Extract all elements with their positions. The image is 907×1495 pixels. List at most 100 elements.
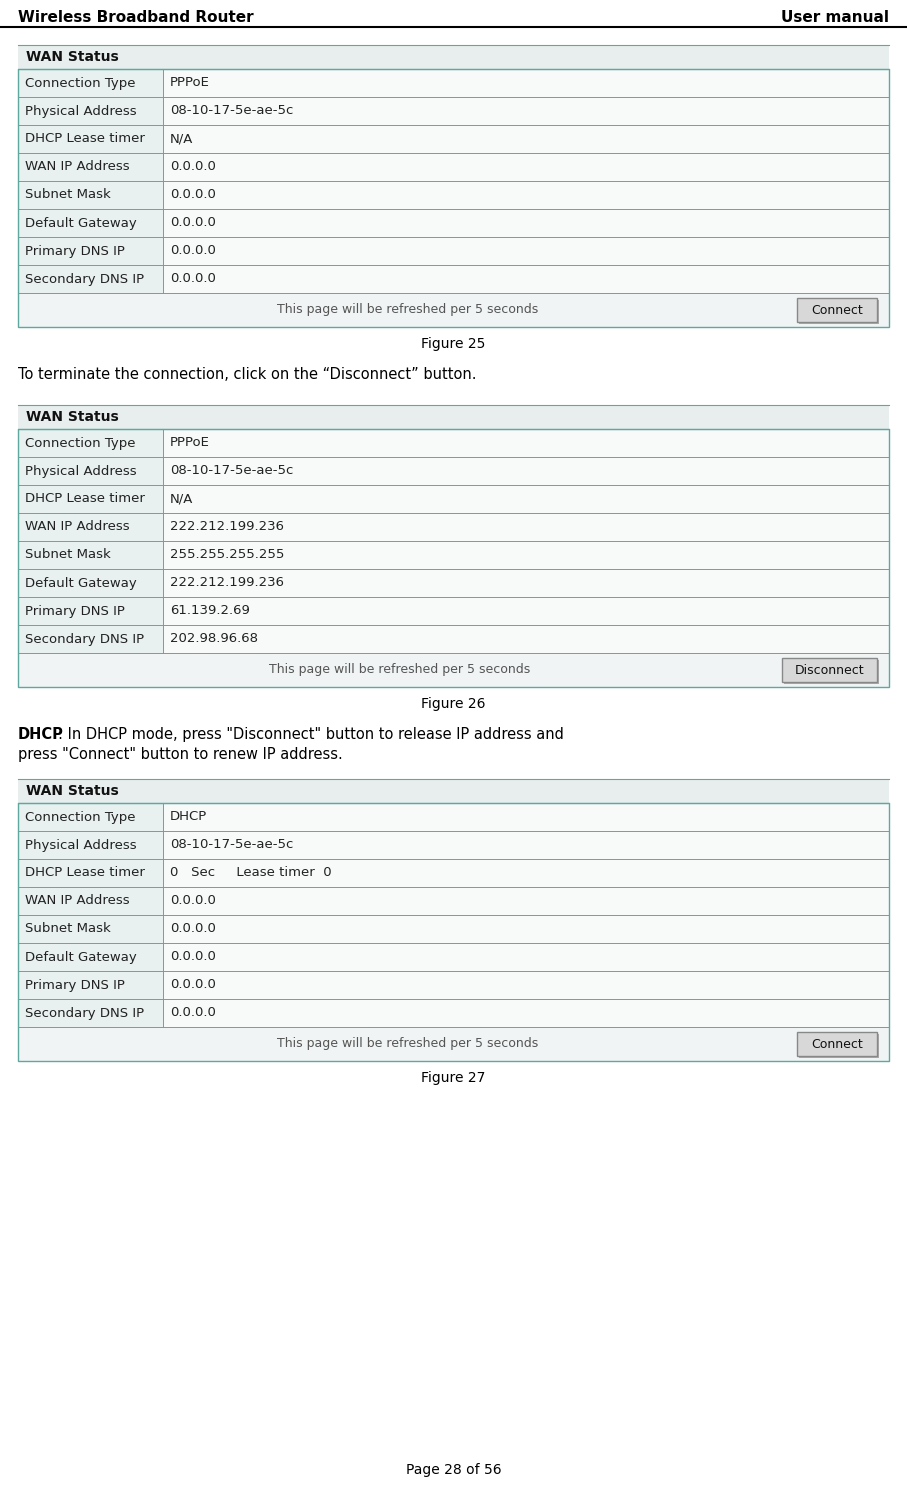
Text: 202.98.96.68: 202.98.96.68: [170, 632, 258, 646]
Bar: [163, 597, 889, 625]
Bar: [18, 653, 889, 688]
Bar: [163, 570, 889, 597]
Text: Disconnect: Disconnect: [795, 664, 864, 677]
Bar: [18, 238, 163, 265]
Text: Connect: Connect: [811, 303, 863, 317]
Text: 255.255.255.255: 255.255.255.255: [170, 549, 285, 562]
Text: WAN Status: WAN Status: [26, 783, 119, 798]
Text: Connection Type: Connection Type: [25, 76, 135, 90]
Bar: [163, 457, 889, 484]
Text: Subnet Mask: Subnet Mask: [25, 922, 111, 936]
Text: 0.0.0.0: 0.0.0.0: [170, 979, 216, 991]
Bar: [163, 69, 889, 97]
Text: Physical Address: Physical Address: [25, 839, 137, 852]
Text: 222.212.199.236: 222.212.199.236: [170, 577, 284, 589]
Bar: [18, 943, 163, 970]
Bar: [163, 126, 889, 152]
Text: WAN IP Address: WAN IP Address: [25, 520, 130, 534]
Text: 0.0.0.0: 0.0.0.0: [170, 245, 216, 257]
Bar: [163, 887, 889, 915]
Bar: [18, 831, 163, 860]
Text: Subnet Mask: Subnet Mask: [25, 549, 111, 562]
Bar: [163, 152, 889, 181]
Text: WAN IP Address: WAN IP Address: [25, 894, 130, 907]
Bar: [18, 541, 163, 570]
Text: Connection Type: Connection Type: [25, 810, 135, 824]
Bar: [163, 429, 889, 457]
Text: Subnet Mask: Subnet Mask: [25, 188, 111, 202]
Text: Default Gateway: Default Gateway: [25, 577, 137, 589]
Bar: [18, 803, 163, 831]
Text: Figure 27: Figure 27: [422, 1070, 485, 1085]
Bar: [163, 541, 889, 570]
Bar: [163, 860, 889, 887]
Bar: [163, 209, 889, 238]
Text: Primary DNS IP: Primary DNS IP: [25, 979, 125, 991]
Bar: [163, 999, 889, 1027]
Bar: [18, 69, 163, 97]
Text: press "Connect" button to renew IP address.: press "Connect" button to renew IP addre…: [18, 748, 343, 762]
Bar: [18, 45, 889, 69]
Bar: [18, 405, 889, 429]
Bar: [163, 625, 889, 653]
Text: PPPoE: PPPoE: [170, 437, 210, 450]
Text: This page will be refreshed per 5 seconds: This page will be refreshed per 5 second…: [277, 303, 538, 317]
Text: 61.139.2.69: 61.139.2.69: [170, 604, 249, 617]
Bar: [18, 570, 163, 597]
Bar: [18, 429, 889, 688]
Text: Primary DNS IP: Primary DNS IP: [25, 245, 125, 257]
Text: PPPoE: PPPoE: [170, 76, 210, 90]
Text: To terminate the connection, click on the “Disconnect” button.: To terminate the connection, click on th…: [18, 366, 476, 383]
Text: 0.0.0.0: 0.0.0.0: [170, 922, 216, 936]
Text: DHCP: DHCP: [18, 727, 63, 742]
Text: This page will be refreshed per 5 seconds: This page will be refreshed per 5 second…: [269, 664, 531, 677]
Text: WAN Status: WAN Status: [26, 410, 119, 425]
Text: Secondary DNS IP: Secondary DNS IP: [25, 272, 144, 286]
Text: 0.0.0.0: 0.0.0.0: [170, 188, 216, 202]
Bar: [18, 97, 163, 126]
Bar: [18, 970, 163, 999]
Text: 08-10-17-5e-ae-5c: 08-10-17-5e-ae-5c: [170, 105, 293, 118]
Bar: [18, 597, 163, 625]
Text: 0.0.0.0: 0.0.0.0: [170, 160, 216, 173]
Bar: [163, 831, 889, 860]
Text: Connection Type: Connection Type: [25, 437, 135, 450]
Bar: [18, 1027, 889, 1061]
Text: Secondary DNS IP: Secondary DNS IP: [25, 1006, 144, 1020]
Text: 0.0.0.0: 0.0.0.0: [170, 951, 216, 963]
Text: Figure 25: Figure 25: [422, 336, 485, 351]
Bar: [163, 265, 889, 293]
Text: Default Gateway: Default Gateway: [25, 217, 137, 230]
Bar: [782, 658, 877, 682]
Text: Page 28 of 56: Page 28 of 56: [405, 1464, 502, 1477]
Bar: [799, 300, 879, 324]
Text: This page will be refreshed per 5 seconds: This page will be refreshed per 5 second…: [277, 1038, 538, 1051]
Bar: [163, 943, 889, 970]
Text: Default Gateway: Default Gateway: [25, 951, 137, 963]
Text: N/A: N/A: [170, 133, 193, 145]
Bar: [18, 887, 163, 915]
Text: Primary DNS IP: Primary DNS IP: [25, 604, 125, 617]
Text: 0.0.0.0: 0.0.0.0: [170, 217, 216, 230]
Bar: [18, 209, 163, 238]
Bar: [163, 484, 889, 513]
Text: 0   Sec     Lease timer  0: 0 Sec Lease timer 0: [170, 867, 332, 879]
Bar: [797, 1032, 877, 1055]
Bar: [18, 779, 889, 803]
Text: Physical Address: Physical Address: [25, 465, 137, 477]
Text: Secondary DNS IP: Secondary DNS IP: [25, 632, 144, 646]
Text: 222.212.199.236: 222.212.199.236: [170, 520, 284, 534]
Text: Connect: Connect: [811, 1038, 863, 1051]
Text: 08-10-17-5e-ae-5c: 08-10-17-5e-ae-5c: [170, 839, 293, 852]
Text: 0.0.0.0: 0.0.0.0: [170, 272, 216, 286]
Bar: [18, 69, 889, 327]
Text: DHCP Lease timer: DHCP Lease timer: [25, 492, 145, 505]
Text: N/A: N/A: [170, 492, 193, 505]
Bar: [163, 803, 889, 831]
Bar: [18, 915, 163, 943]
Bar: [18, 999, 163, 1027]
Text: Wireless Broadband Router: Wireless Broadband Router: [18, 10, 254, 25]
Bar: [18, 126, 163, 152]
Bar: [18, 293, 889, 327]
Bar: [18, 181, 163, 209]
